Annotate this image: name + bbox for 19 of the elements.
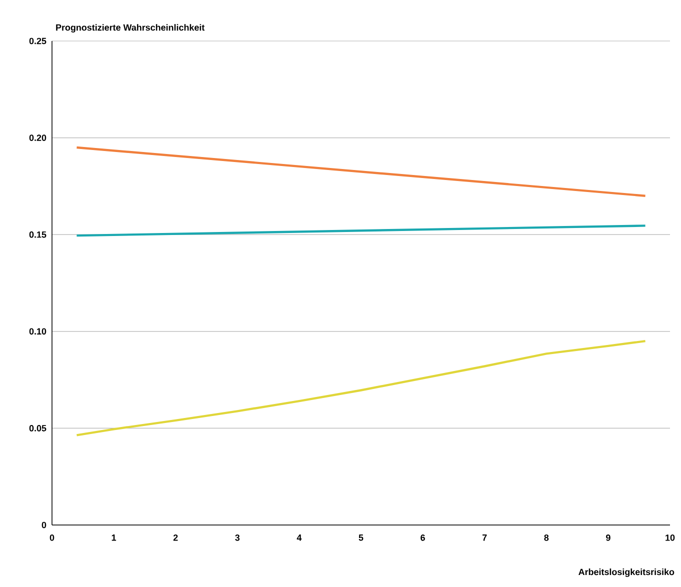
x-tick-label: 2	[173, 534, 178, 541]
x-tick-label: 0	[50, 534, 54, 541]
x-tick-label: 10	[666, 534, 675, 541]
x-tick-label: 4	[296, 534, 302, 541]
y-tick-label: 0.05	[29, 425, 46, 432]
x-axis-title: Arbeitslosigkeitsrisiko	[578, 568, 674, 577]
y-tick-label: 0.25	[29, 38, 46, 44]
x-tick-label: 8	[544, 534, 549, 541]
x-tick-label: 5	[358, 534, 364, 541]
x-tick-label: 6	[420, 534, 425, 541]
y-axis-title: Prognostizierte Wahrscheinlichkeit	[56, 24, 205, 32]
y-tick-label: 0.15	[29, 231, 46, 238]
x-tick-label: 1	[112, 534, 116, 541]
x-tick-label: 7	[482, 534, 487, 541]
y-tick-label: 0	[42, 522, 46, 528]
x-tick-label: 3	[235, 534, 240, 541]
y-tick-label: 0.20	[29, 134, 46, 141]
x-tick-label: 9	[606, 534, 610, 541]
y-tick-label: 0.10	[29, 328, 46, 335]
